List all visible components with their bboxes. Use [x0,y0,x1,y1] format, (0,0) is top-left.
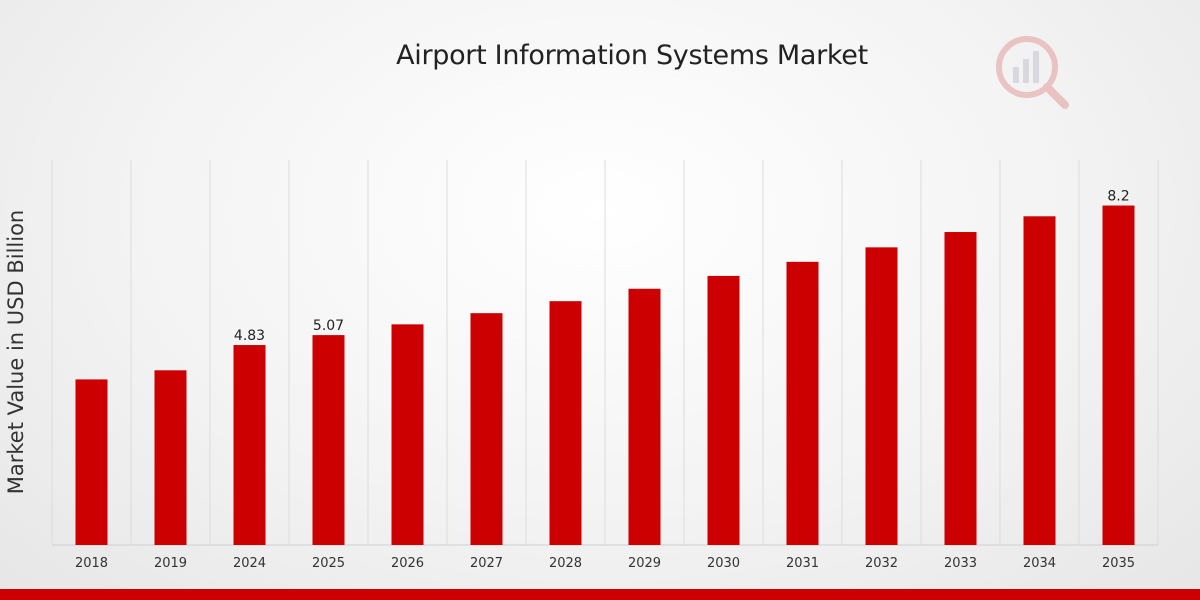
chart-title: Airport Information Systems Market [396,40,868,71]
bar-2035 [1102,205,1135,545]
bar-2026 [391,324,424,545]
bar-2018 [75,379,108,545]
x-tick-label-2031: 2031 [786,556,819,571]
x-tick-label-2019: 2019 [154,556,187,571]
bar-2029 [628,288,661,545]
x-tick-label-2025: 2025 [312,556,345,571]
x-tick-label-2018: 2018 [75,556,108,571]
x-tick-label-2026: 2026 [391,556,424,571]
x-tick-label-2024: 2024 [233,556,266,571]
bar-2030 [707,275,740,545]
x-tick-label-2033: 2033 [944,556,977,571]
bar-2032 [865,247,898,545]
bar-2028 [549,301,582,545]
x-tick-label-2029: 2029 [628,556,661,571]
bar-2034 [1023,216,1056,545]
magnifier-chart-logo-icon [996,36,1069,109]
bar-2025 [312,335,345,545]
data-label-2025: 5.07 [313,318,344,334]
bar-2019 [154,370,187,545]
x-tick-label-2035: 2035 [1102,556,1135,571]
bar-2024 [233,345,266,545]
bar-2027 [470,313,503,545]
x-tick-label-2030: 2030 [707,556,740,571]
data-label-2035: 8.2 [1107,189,1129,205]
data-label-2024: 4.83 [234,328,265,344]
x-tick-label-2032: 2032 [865,556,898,571]
x-tick-label-2028: 2028 [549,556,582,571]
bar-2033 [944,232,977,545]
x-tick-label-2034: 2034 [1023,556,1056,571]
x-tick-label-2027: 2027 [470,556,503,571]
bottom-accent-bar [0,589,1200,600]
bar-2031 [786,261,819,545]
